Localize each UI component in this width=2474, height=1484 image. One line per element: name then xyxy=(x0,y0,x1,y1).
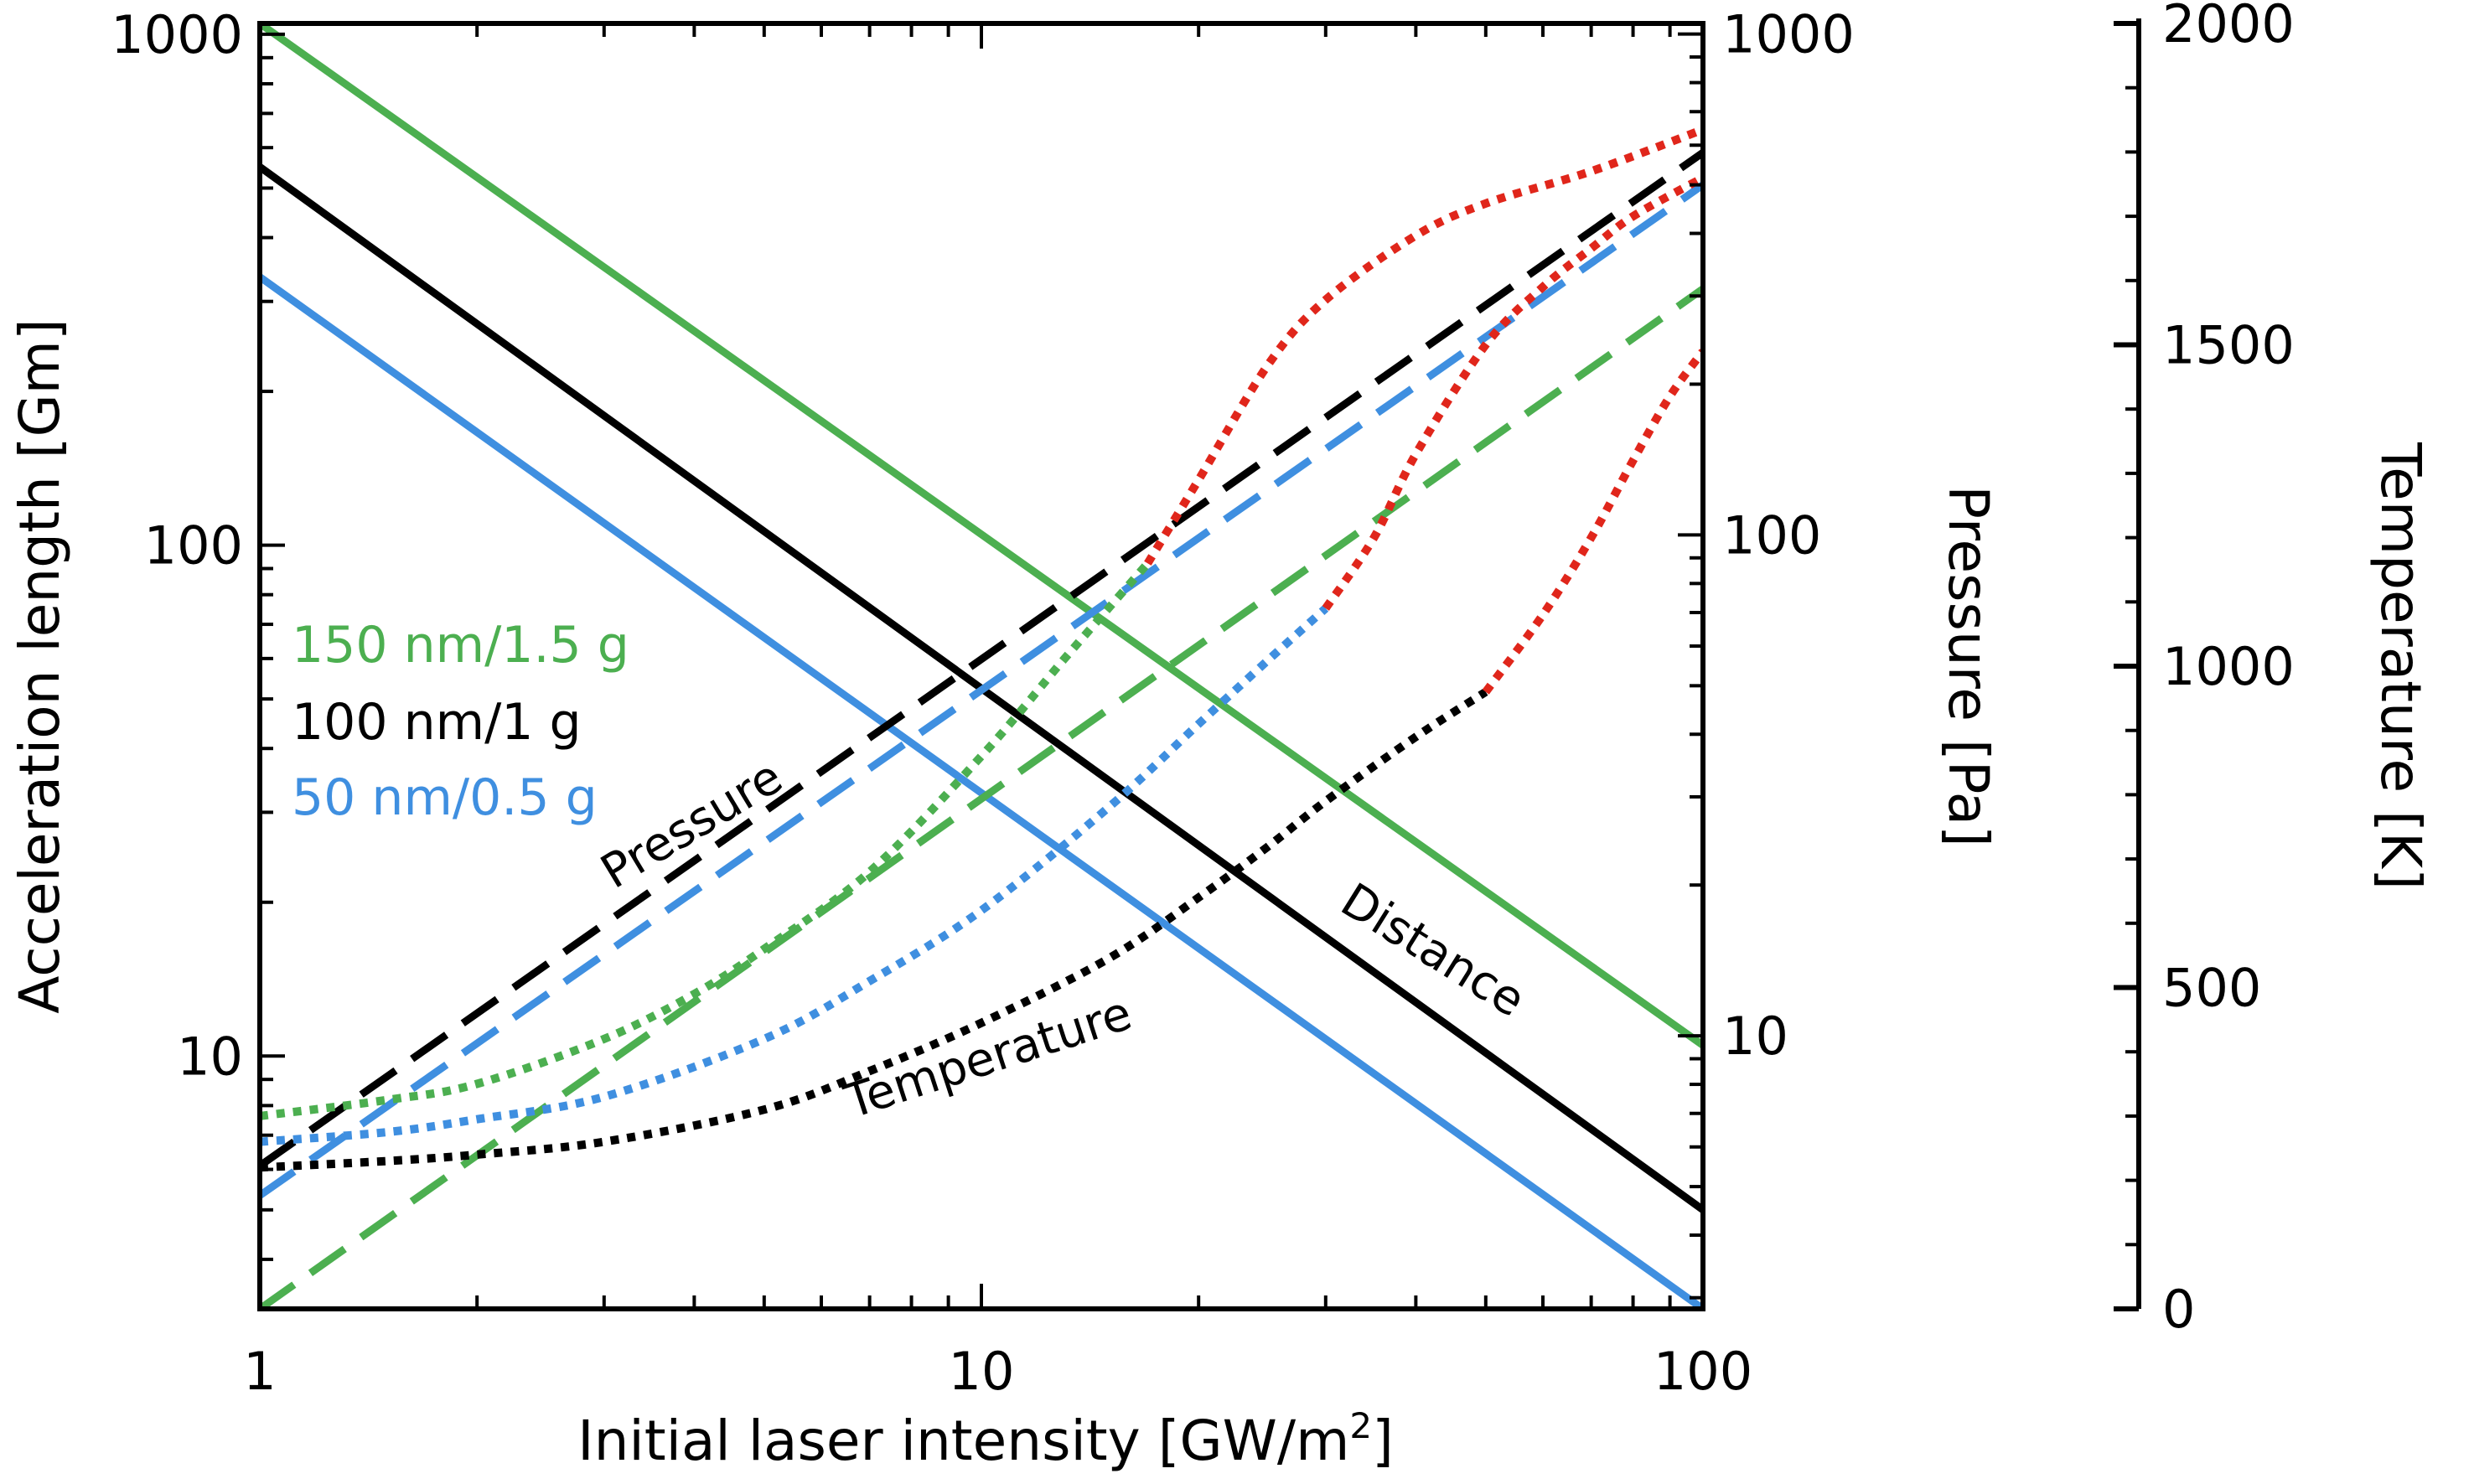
x-tick-label: 10 xyxy=(949,1341,1015,1402)
y-tick-label-temperature: 500 xyxy=(2162,958,2261,1019)
y-tick-label-pressure: 100 xyxy=(1722,504,1821,566)
y-tick-label-temperature: 1000 xyxy=(2162,636,2295,697)
series-temperature-red-11 xyxy=(1482,349,1703,695)
y-tick-label-left: 1000 xyxy=(111,4,243,65)
annotation-distance: Distance xyxy=(1332,873,1535,1028)
legend-label-150nm: 150 nm/1.5 g xyxy=(292,616,629,675)
x-axis-title: Initial laser intensity [GW/m2] xyxy=(577,1405,1394,1473)
legend-label-50nm: 50 nm/0.5 g xyxy=(292,768,598,827)
series-temperature-green-6 xyxy=(260,561,1152,1120)
annotation-pressure: Pressure xyxy=(592,750,791,900)
series-distance-green-0 xyxy=(260,23,1703,1049)
series-temperature-red-9 xyxy=(1322,173,1703,611)
annotation-temperature: Temperature xyxy=(838,986,1138,1130)
series-pressure-black-3 xyxy=(260,149,1703,1169)
x-tick-label: 1 xyxy=(243,1341,276,1402)
y-tick-label-pressure: 1000 xyxy=(1722,4,1855,65)
series-temperature-red-7 xyxy=(1144,125,1703,566)
y-tick-label-temperature: 2000 xyxy=(2162,0,2295,54)
y-axis-title-pressure: Pressure [Pa] xyxy=(1936,485,2000,847)
y-tick-label-left: 10 xyxy=(177,1026,243,1087)
y-axis-title-left: Acceleration length [Gm] xyxy=(8,318,72,1013)
series-pressure-blue-4 xyxy=(260,181,1703,1199)
y-tick-label-left: 100 xyxy=(144,515,243,577)
legend-label-100nm: 100 nm/1 g xyxy=(292,693,582,752)
y-tick-label-temperature: 1500 xyxy=(2162,315,2295,376)
y-tick-label-temperature: 0 xyxy=(2162,1279,2195,1340)
series-temperature-black-10 xyxy=(260,688,1488,1172)
series-temperature-blue-8 xyxy=(260,605,1329,1146)
y-axis-title-temperature: Temperature [K] xyxy=(2368,442,2433,890)
axes-layer: 1 10 100 10 100 1000 10 100 1000 0 500 1000 1500 2000 xyxy=(111,0,2295,1402)
series-distance-blue-2 xyxy=(260,273,1703,1309)
series-layer xyxy=(260,23,1703,1309)
x-tick-label: 100 xyxy=(1654,1341,1752,1402)
series-pressure-green-5 xyxy=(260,286,1703,1309)
y-tick-label-pressure: 10 xyxy=(1722,1006,1788,1067)
